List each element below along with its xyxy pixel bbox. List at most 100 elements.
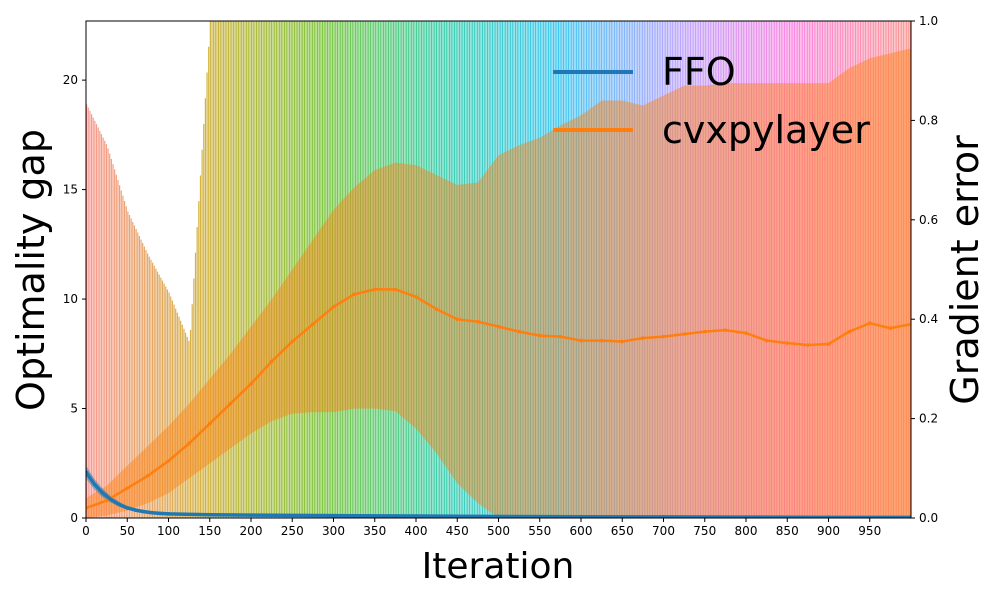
cvxpylayer-point: [620, 339, 625, 344]
background-bar: [251, 21, 253, 518]
background-bar: [887, 21, 890, 518]
background-bar: [614, 21, 616, 518]
cvxpylayer-point: [146, 473, 150, 478]
ffo-point: [158, 511, 163, 516]
background-bar: [444, 21, 446, 518]
background-bar: [369, 21, 371, 518]
y2-axis-ticks: 0.0 0.2 0.4 0.6 0.8 1.0: [911, 14, 938, 525]
background-bar: [699, 21, 701, 518]
background-bar: [825, 21, 827, 518]
background-bar: [630, 21, 632, 518]
background-bar: [554, 21, 556, 518]
background-bar: [218, 21, 220, 518]
ffo-point: [744, 515, 748, 518]
background-bar: [734, 21, 736, 518]
background-bar: [465, 21, 467, 518]
background-bar: [386, 21, 388, 518]
background-bar: [442, 21, 444, 518]
background-bar: [452, 21, 454, 518]
background-bar: [605, 21, 607, 518]
background-bar: [713, 21, 715, 518]
background-bar: [854, 21, 857, 518]
background-bar: [539, 21, 541, 518]
background-bar: [455, 21, 457, 518]
background-bar: [203, 123, 205, 518]
cvxpylayer-point: [867, 321, 872, 325]
background-bar: [503, 21, 505, 518]
background-bar: [216, 21, 218, 518]
background-bar: [302, 21, 304, 518]
ffo-point: [108, 497, 113, 502]
background-bar: [282, 21, 284, 518]
background-bar: [249, 21, 251, 518]
background-bar: [617, 21, 619, 518]
background-bar: [175, 308, 177, 518]
background-bar: [581, 21, 583, 518]
background-bar: [308, 21, 310, 518]
background-bar: [269, 21, 271, 518]
background-bar: [901, 21, 903, 518]
cvxpylayer-point: [269, 359, 274, 364]
background-bar: [742, 21, 744, 518]
background-bar: [310, 21, 312, 518]
cvxpylayer-point: [476, 319, 480, 324]
background-bar: [137, 232, 139, 518]
x-tick-label: 500: [487, 524, 510, 538]
background-bar: [739, 21, 741, 518]
background-bar: [764, 21, 766, 518]
cvxpylayer-point: [599, 338, 604, 343]
background-bar: [330, 21, 332, 518]
background-bar: [792, 21, 794, 518]
background-bar: [609, 21, 611, 518]
background-bar: [757, 21, 759, 518]
background-bar: [658, 21, 660, 518]
background-bar: [670, 21, 672, 518]
background-bar: [389, 21, 391, 518]
background-bar: [772, 21, 774, 518]
background-bar: [869, 21, 871, 518]
background-bar: [543, 21, 545, 518]
background-bar: [769, 21, 771, 518]
background-bar: [904, 21, 906, 518]
background-bar: [675, 21, 677, 518]
background-bar: [643, 21, 645, 518]
background-bar: [145, 250, 147, 518]
background-bar: [191, 304, 193, 518]
background-bar: [620, 21, 622, 518]
background-bar: [683, 21, 685, 518]
background-bar: [599, 21, 601, 518]
background-bar: [185, 332, 187, 518]
background-bar: [805, 21, 807, 518]
background-bar: [790, 21, 792, 518]
background-bar: [612, 21, 614, 518]
background-bar: [119, 185, 121, 518]
background-bar: [551, 21, 553, 518]
background-bar: [808, 21, 810, 518]
cvxpylayer-point: [228, 401, 233, 406]
background-bar: [127, 211, 129, 518]
cvxpylayer-point: [249, 382, 253, 386]
cvxpylayer-point: [806, 343, 810, 347]
background-bar: [222, 21, 225, 518]
background-bar: [528, 21, 530, 518]
background-bar: [871, 21, 873, 518]
background-bar: [109, 153, 111, 518]
background-bar: [533, 21, 535, 518]
background-bar: [648, 21, 650, 518]
x-tick-label: 950: [858, 524, 881, 538]
background-bar: [284, 21, 286, 518]
background-bar: [292, 21, 294, 518]
background-bar: [724, 21, 726, 518]
background-bar: [208, 46, 210, 518]
background-bar: [678, 21, 680, 518]
x-tick-label: 200: [240, 524, 263, 538]
background-bar: [457, 21, 459, 518]
x-tick-label: 850: [776, 524, 799, 538]
background-bar: [638, 21, 640, 518]
background-bar: [656, 21, 659, 518]
background-bar: [317, 21, 319, 518]
background-bar: [515, 21, 517, 518]
background-bar: [122, 195, 124, 518]
background-bar: [247, 21, 249, 518]
y-tick-label: 10: [63, 292, 78, 306]
